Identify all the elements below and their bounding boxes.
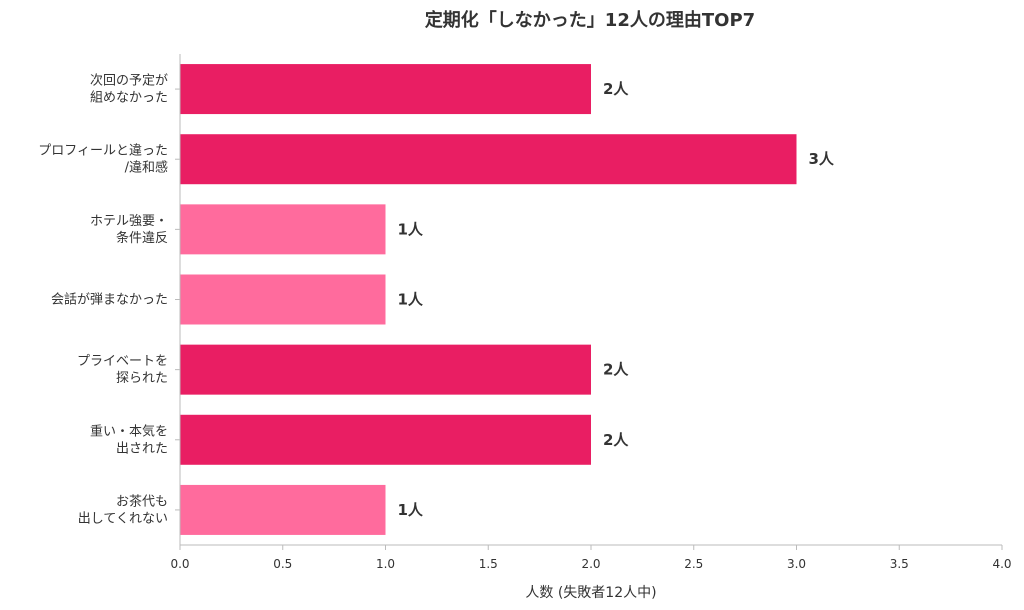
value-label: 2人 [603,431,629,449]
x-tick-label: 2.0 [581,557,600,571]
bar [180,414,591,465]
category-label: プライベートを探られた [77,354,168,386]
x-tick-label: 0.5 [273,557,292,571]
bar [180,484,386,535]
value-label: 3人 [809,150,835,168]
value-label: 1人 [398,220,424,238]
value-label: 1人 [398,501,424,519]
x-tick-label: 1.5 [479,557,498,571]
category-label: 次回の予定が組めなかった [90,73,168,106]
x-tick-label: 3.5 [890,557,909,571]
value-label: 1人 [398,291,424,309]
x-tick-label: 3.0 [787,557,806,571]
bar [180,274,386,325]
x-axis-title: 人数 (失敗者12人中) [525,585,656,601]
bar [180,204,386,255]
category-label: プロフィールと違った/違和感 [38,144,168,176]
value-label: 2人 [603,361,629,379]
value-label: 2人 [603,80,629,98]
chart-title: 定期化「しなかった」12人の理由TOP7 [424,10,756,31]
category-label: 会話が弾まなかった [51,292,168,308]
bar [180,344,591,395]
category-label: お茶代も出してくれない [78,493,168,526]
x-tick-label: 0.0 [170,557,189,571]
bars-group [180,64,797,535]
x-tick-label: 2.5 [684,557,703,571]
category-label: 重い・本気を出された [90,423,168,456]
bar [180,64,591,115]
labels-group: 2人 次回の予定が組めなかった 3人 プロフィールと違った/違和感 1人 ホテル強要・条件… [38,73,835,527]
x-tick-label: 4.0 [992,557,1011,571]
axes-group: 0.0 0.5 1.0 1.5 2.0 2.5 3.0 3.5 4.0 人数 (失敗者12人中) [170,54,1012,601]
bar [180,134,797,185]
category-label: ホテル強要・条件違反 [90,214,168,246]
x-tick-label: 1.0 [376,557,395,571]
